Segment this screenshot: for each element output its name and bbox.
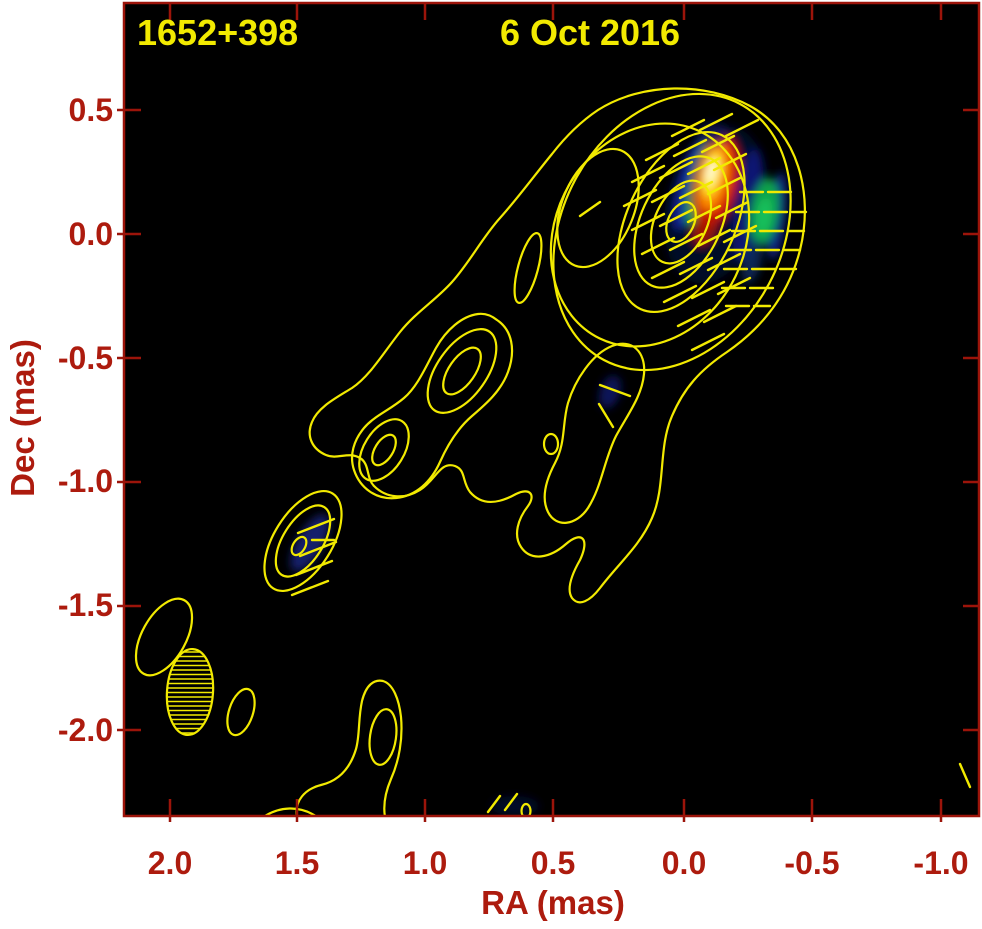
map-annotations: 1652+398 6 Oct 2016 — [137, 12, 680, 53]
evpa-ticks-misc — [486, 200, 972, 814]
polarization-angle-ticks — [290, 112, 972, 814]
x-tick-label: -1.0 — [913, 845, 968, 881]
contour-path — [520, 802, 532, 816]
knot-contour-ring — [290, 535, 308, 557]
knot-contour-ring — [263, 489, 343, 593]
y-tick-label: -2.0 — [58, 712, 113, 748]
y-tick-label: -1.0 — [58, 463, 113, 499]
y-tick-label: 0.5 — [69, 92, 113, 128]
x-axis-tick-labels: 2.0 1.5 1.0 0.5 0.0 -0.5 -1.0 — [148, 845, 969, 881]
contour-path — [513, 232, 543, 304]
x-axis-ticks-bottom — [168, 799, 943, 822]
contour-path — [542, 432, 560, 456]
source-name-label: 1652+398 — [137, 12, 298, 53]
evpa-ticks-jet-knot — [290, 517, 338, 597]
x-tick-label: 1.0 — [403, 845, 447, 881]
contour-path — [350, 312, 514, 500]
dec-axis-title: Dec (mas) — [4, 339, 41, 497]
restoring-beam-ellipse — [164, 647, 216, 737]
knot-contour-ring — [371, 433, 397, 467]
axis-titles: RA (mas) Dec (mas) — [4, 339, 625, 921]
contour-path — [134, 597, 194, 677]
x-tick-label: -0.5 — [784, 845, 839, 881]
x-axis-ticks-top — [168, 3, 943, 20]
axis-frame — [117, 1, 981, 822]
contour-path — [368, 708, 398, 766]
x-tick-label: 2.0 — [148, 845, 192, 881]
evpa-ticks-core-oblique — [622, 112, 760, 352]
knot-contour-ring — [442, 346, 482, 396]
frame-rect — [122, 1, 981, 818]
plot-area — [124, 3, 979, 816]
beam-hatch — [164, 651, 216, 734]
west-green-core — [755, 197, 773, 235]
contour-path — [543, 342, 646, 524]
ra-axis-title: RA (mas) — [481, 884, 625, 921]
evpa-ticks-west-horizontal — [720, 190, 808, 308]
contour-path — [295, 679, 403, 816]
knot-contour-ring — [358, 418, 410, 482]
epoch-date-label: 6 Oct 2016 — [500, 12, 680, 53]
y-axis-tick-labels: 0.5 0.0 -0.5 -1.0 -1.5 -2.0 — [58, 92, 113, 748]
knot-contour-ring — [274, 504, 332, 578]
knot-blue-patch — [290, 514, 330, 572]
y-axis-ticks-right — [963, 108, 979, 732]
contour-path — [226, 687, 256, 737]
beam-outline — [165, 647, 215, 737]
contour-path — [552, 92, 792, 372]
jet-blue-patch — [598, 375, 622, 409]
core-contour-ring — [616, 130, 746, 314]
core-contour-ring — [665, 201, 697, 243]
x-tick-label: 1.5 — [275, 845, 319, 881]
core-contour-ring — [633, 155, 729, 289]
bottom-blue-patch — [491, 796, 539, 816]
x-tick-label: 0.0 — [662, 845, 706, 881]
total-intensity-contours — [134, 87, 806, 816]
y-tick-label: 0.0 — [69, 216, 113, 252]
contour-path — [308, 87, 806, 604]
core-contour-ring — [649, 179, 713, 265]
y-axis-ticks-left — [117, 108, 141, 732]
y-tick-label: -0.5 — [58, 340, 113, 376]
core-white-peak — [705, 160, 717, 184]
x-tick-label: 0.5 — [531, 845, 575, 881]
south-cyan-tail — [741, 240, 763, 284]
y-tick-label: -1.5 — [58, 587, 113, 623]
contour-path — [556, 147, 640, 269]
knot-contour-ring — [426, 328, 498, 414]
